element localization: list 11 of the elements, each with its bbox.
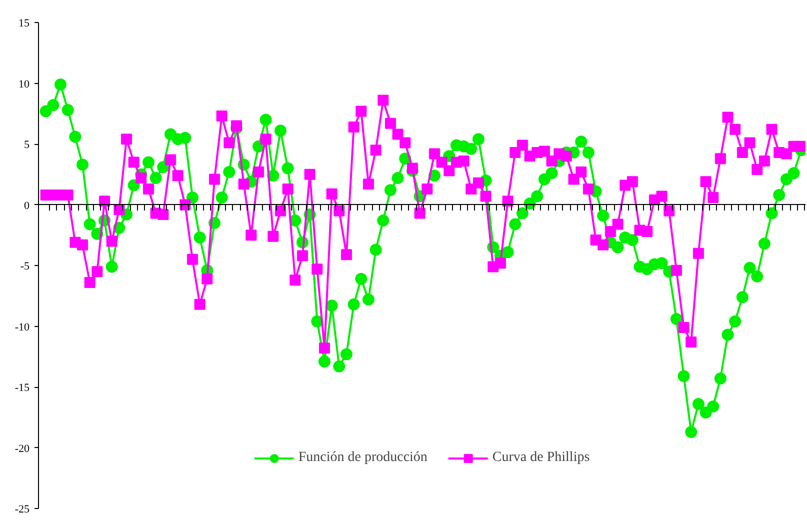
y-tick-label: -15 <box>14 382 30 394</box>
y-tick-label: -10 <box>14 321 30 334</box>
y-tick-label: 5 <box>24 139 30 151</box>
y-tick-label: -20 <box>14 442 30 455</box>
y-tick-label: -25 <box>14 504 30 516</box>
legend-label: Curva de Phillips <box>492 450 590 466</box>
y-tick-label: 10 <box>18 78 30 90</box>
y-tick-label: 15 <box>18 18 30 30</box>
y-tick-label: 0 <box>24 200 30 212</box>
legend-label: Función de producción <box>298 450 428 466</box>
y-tick-label: -5 <box>20 260 30 272</box>
